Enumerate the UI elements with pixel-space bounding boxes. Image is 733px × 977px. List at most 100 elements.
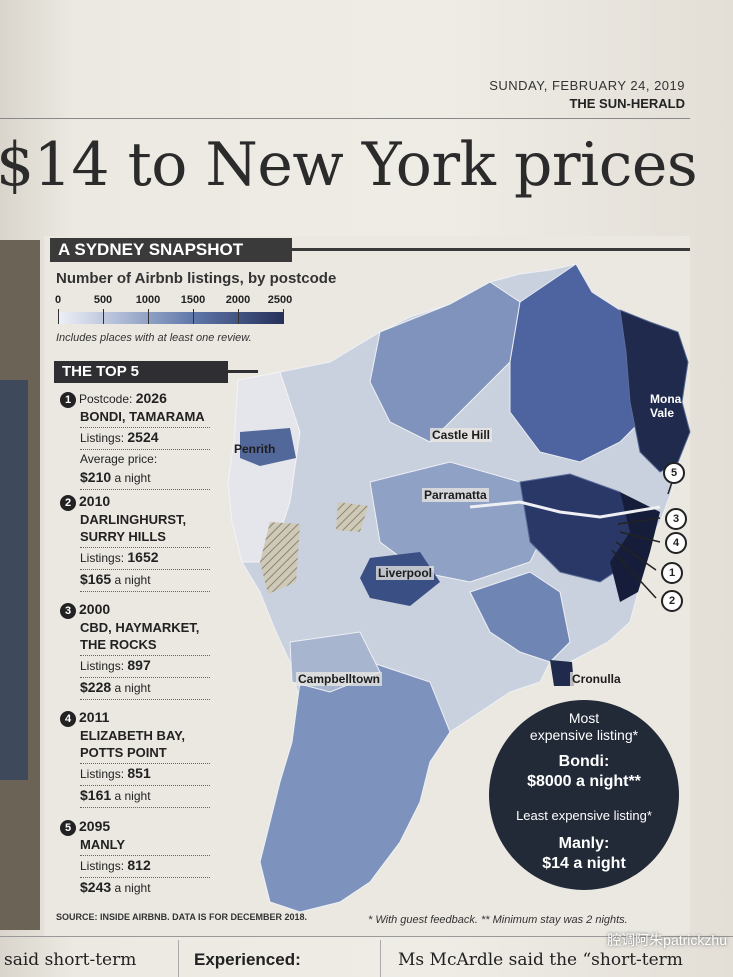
top5-entry-5: 5 2095 MANLY Listings: 812 $243 a night <box>60 818 210 897</box>
legend-tick: 500 <box>93 294 113 306</box>
average-price: $161 <box>80 786 112 803</box>
price-extremes-circle: Most expensive listing* Bondi: $8000 a nig… <box>489 700 679 890</box>
listings-label: Listings: <box>80 766 125 781</box>
choropleth-map <box>227 263 691 913</box>
map-marker-5: 5 <box>663 462 685 484</box>
body-text-col3: Ms McArdle said the “short-term <box>398 950 683 970</box>
per-night: a night <box>114 572 151 587</box>
map-region-southwest <box>259 661 451 913</box>
column-divider <box>178 940 179 977</box>
least-expensive-label: Least expensive listing* <box>516 808 652 823</box>
suburb: DARLINGHURST, <box>80 511 187 527</box>
rank-badge: 5 <box>60 819 76 836</box>
map-label-cronulla: Cronulla <box>570 672 623 686</box>
legend-note: Includes places with at least one review… <box>56 332 252 344</box>
listings-count: 812 <box>127 856 151 873</box>
top5-entry-3: 3 2000 CBD, HAYMARKET, THE ROCKS Listings… <box>60 601 210 700</box>
most-expensive-label: Most expensive listing* <box>529 710 639 743</box>
map-marker-2: 2 <box>661 590 683 612</box>
top5-entry-1: 1 Postcode: 2026 BONDI, TAMARAMA Listings… <box>60 390 210 490</box>
suburb: SURRY HILLS <box>80 528 166 544</box>
per-night: a night <box>114 680 151 695</box>
suburb: POTTS POINT <box>80 744 167 760</box>
hatched-area <box>336 502 368 532</box>
rank-badge: 1 <box>60 391 76 408</box>
bottom-rule <box>0 936 733 937</box>
suburb: ELIZABETH BAY, <box>80 727 185 743</box>
map-region-northern-beaches <box>619 309 691 473</box>
headline: $14 to New York prices <box>0 130 698 200</box>
masthead-date: SUNDAY, FEBRUARY 24, 2019 <box>489 78 685 93</box>
map-label-castle-hill: Castle Hill <box>430 428 493 442</box>
column-divider <box>380 940 381 977</box>
rank-badge: 3 <box>60 602 76 619</box>
postcode: 2026 <box>135 390 167 406</box>
top5-rule <box>228 370 258 373</box>
snapshot-title-rule <box>284 248 690 251</box>
map-region-south <box>469 571 571 663</box>
body-text-col1: said short-term <box>4 950 137 970</box>
watermark: 腔调阿朱patrickzhu <box>607 932 727 948</box>
rank-badge: 2 <box>60 494 76 511</box>
snapshot-title: A SYDNEY SNAPSHOT <box>50 238 292 262</box>
map-label-campbelltown: Campbelltown <box>296 672 383 686</box>
legend-tick: 1000 <box>135 294 161 306</box>
listings-label: Listings: <box>80 858 125 873</box>
masthead-paper-name: THE SUN-HERALD <box>569 96 685 111</box>
map-label-penrith: Penrith <box>234 442 276 456</box>
map-region-cronulla <box>550 660 574 686</box>
suburb: THE ROCKS <box>80 636 157 652</box>
map-region-hills <box>369 281 521 443</box>
average-price: $210 <box>80 468 112 485</box>
postcode-label: Postcode: <box>79 392 133 406</box>
postcode: 2010 <box>79 493 111 509</box>
per-night: a night <box>114 880 151 895</box>
sydney-postcode-map: Penrith Castle Hill Parramatta Liverpool… <box>220 262 700 922</box>
map-label-liverpool: Liverpool <box>376 566 435 580</box>
map-region-penrith <box>240 428 296 466</box>
postcode: 2095 <box>79 818 111 834</box>
footnote: * With guest feedback. ** Minimum stay w… <box>368 914 628 926</box>
marker-leader-lines <box>611 481 673 599</box>
masthead-rule <box>0 118 690 119</box>
listings-count: 2524 <box>127 428 159 445</box>
rank-badge: 4 <box>60 710 76 727</box>
most-expensive-value: Bondi: $8000 a night** <box>527 753 641 790</box>
map-region-west <box>227 371 301 563</box>
per-night: a night <box>114 788 151 803</box>
map-label-mona-vale: Mona Vale <box>650 392 682 420</box>
top5-title: THE TOP 5 <box>54 361 228 383</box>
average-price: $243 <box>80 878 112 895</box>
legend-tick: 2500 <box>267 294 293 306</box>
listings-label: Listings: <box>80 430 125 445</box>
listings-count: 897 <box>127 656 151 673</box>
map-marker-1: 1 <box>661 562 683 584</box>
suburb: BONDI, TAMARAMA <box>80 408 205 424</box>
postcode: 2011 <box>79 709 110 725</box>
legend-tick: 0 <box>54 294 62 306</box>
map-label-parramatta: Parramatta <box>422 488 489 502</box>
legend-tick: 2000 <box>225 294 251 306</box>
average-price: $228 <box>80 678 112 695</box>
listings-label: Listings: <box>80 550 125 565</box>
price-label: Average price: <box>80 451 158 466</box>
legend-title: Number of Airbnb listings, by postcode <box>56 270 337 287</box>
suburb: CBD, HAYMARKET, <box>80 619 200 635</box>
map-marker-4: 4 <box>665 532 687 554</box>
source-note: SOURCE: INSIDE AIRBNB. DATA IS FOR DECEM… <box>56 912 308 922</box>
average-price: $165 <box>80 570 112 587</box>
legend-color-scale <box>58 309 284 324</box>
postcode: 2000 <box>79 601 111 617</box>
least-expensive-value: Manly: $14 a night <box>542 835 626 872</box>
map-marker-3: 3 <box>665 508 687 530</box>
map-region-central <box>369 461 551 583</box>
top5-entry-2: 2 2010 DARLINGHURST, SURRY HILLS Listings… <box>60 493 210 592</box>
body-text-col2: Experienced: <box>194 950 301 969</box>
listings-count: 1652 <box>127 548 159 565</box>
harbour <box>469 500 661 519</box>
per-night: a night <box>114 470 151 485</box>
listings-count: 851 <box>127 764 151 781</box>
adjacent-photo <box>0 240 40 930</box>
legend-ticks: 0 500 1000 1500 2000 2500 <box>54 294 294 308</box>
hatched-area <box>260 522 300 594</box>
